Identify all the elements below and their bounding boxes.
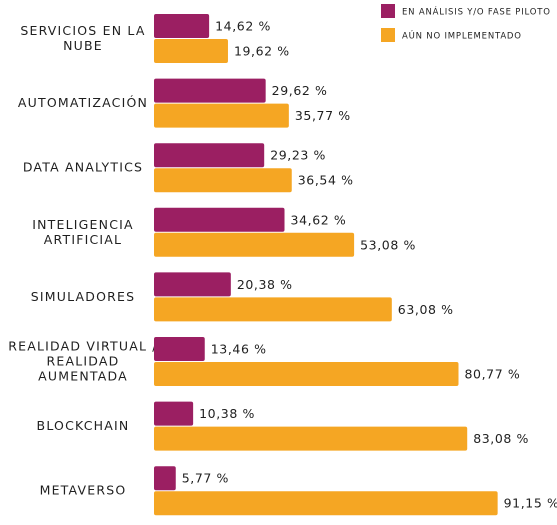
value-label: 29,62 % xyxy=(272,83,328,98)
bar-piloto xyxy=(154,78,266,103)
bar-piloto xyxy=(154,143,265,168)
value-label: 91,15 % xyxy=(504,496,557,511)
value-label: 83,08 % xyxy=(473,431,529,446)
bar-piloto xyxy=(154,337,205,361)
value-label: 20,38 % xyxy=(237,277,293,292)
value-label: 63,08 % xyxy=(398,302,454,317)
bar-no-implementado xyxy=(154,103,289,128)
legend: EN ANÁLISIS Y/O FASE PILOTO AÚN NO IMPLEM… xyxy=(381,4,551,42)
category-label: REALIDAD VIRTUAL / REALIDAD AUMENTADA xyxy=(8,339,157,384)
value-label: 80,77 % xyxy=(465,367,521,382)
bar-no-implementado xyxy=(154,297,392,322)
value-label: 29,23 % xyxy=(270,148,326,163)
category-label: BLOCKCHAIN xyxy=(37,418,130,433)
bar-no-implementado xyxy=(154,39,228,63)
legend-swatch xyxy=(381,4,395,18)
value-label: 35,77 % xyxy=(295,108,351,123)
bar-piloto xyxy=(154,401,194,426)
bar-no-implementado xyxy=(154,232,355,257)
value-label: 19,62 % xyxy=(234,44,290,59)
value-label: 34,62 % xyxy=(291,212,347,227)
category-label: METAVERSO xyxy=(40,483,127,498)
value-label: 10,38 % xyxy=(199,406,255,421)
legend-label: EN ANÁLISIS Y/O FASE PILOTO xyxy=(402,6,551,18)
category-label: AUTOMATIZACIÓN xyxy=(18,95,148,110)
value-label: 36,54 % xyxy=(298,173,354,188)
legend-swatch xyxy=(381,28,395,42)
value-label: 13,46 % xyxy=(211,342,267,357)
bar-no-implementado xyxy=(154,362,459,386)
bar-no-implementado xyxy=(154,491,498,516)
category-label: INTELIGENCIA ARTIFICIAL xyxy=(32,217,134,247)
bar-no-implementado xyxy=(154,168,292,193)
bar-piloto xyxy=(154,14,210,38)
category-label: SIMULADORES xyxy=(31,289,136,304)
value-label: 53,08 % xyxy=(360,237,416,252)
category-label: SERVICIOS EN LA NUBE xyxy=(20,23,145,53)
bar-piloto xyxy=(154,466,176,491)
bar-piloto xyxy=(154,207,285,232)
value-label: 14,62 % xyxy=(215,19,271,34)
legend-label: AÚN NO IMPLEMENTADO xyxy=(402,30,522,42)
bar-no-implementado xyxy=(154,426,468,451)
bars: SERVICIOS EN LA NUBE 14,62 % 19,62 % AUTOMAT… xyxy=(8,14,557,516)
bar-piloto xyxy=(154,272,231,297)
category-label: DATA ANALYTICS xyxy=(23,160,143,175)
value-label: 5,77 % xyxy=(182,471,229,486)
